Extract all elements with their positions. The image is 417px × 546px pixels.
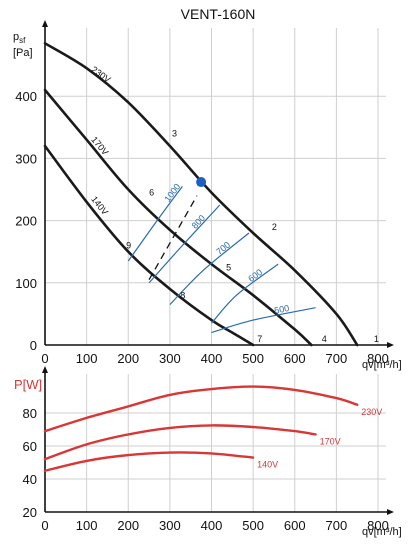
x-tick-label: 200: [117, 518, 139, 533]
x-axis-label-bottom: qv[m³/h]: [362, 526, 402, 538]
x-tick-label: 400: [201, 518, 223, 533]
x-tick-label: 800: [367, 518, 389, 533]
power-label-170V: 170V: [320, 436, 341, 446]
x-tick-label: 600: [284, 518, 306, 533]
point-label-3: 3: [172, 129, 177, 139]
power-label-230V: 230V: [361, 407, 382, 417]
y-tick-label: 200: [15, 214, 37, 229]
x-axis-label-top: qv[m³/h]: [362, 359, 402, 371]
x-tick-label: 100: [76, 518, 98, 533]
x-tick-label: 400: [201, 351, 223, 366]
point-label-2: 2: [272, 222, 277, 232]
voltage-label-140V: 140V: [89, 194, 110, 217]
rpm-line-800: [148, 204, 221, 284]
point-label-1: 1: [374, 334, 379, 344]
y-tick-label: 300: [15, 151, 37, 166]
y-tick-label: 400: [15, 89, 37, 104]
y-tick-label: 60: [23, 439, 37, 454]
y-axis-label-main: psf: [13, 31, 26, 45]
bottom-ticks: 0 100 200 300 400 500 600 700 800 20 40 60 80: [23, 406, 389, 533]
rpm-line-600: [211, 263, 279, 324]
x-tick-label: 100: [76, 351, 98, 366]
power-curve-140V: [43, 451, 255, 472]
x-axis-arrow: [387, 509, 394, 515]
rpm-label-500: 500: [273, 303, 290, 316]
power-curves: 230V 170V 140V: [43, 385, 382, 472]
chart-title: VENT-160N: [181, 6, 256, 22]
x-tick-label: 500: [242, 518, 264, 533]
x-tick-label: 500: [242, 351, 264, 366]
top-extra: 1 2 3 4 5 6 7 8 9: [126, 129, 379, 344]
y-tick-label: 20: [23, 505, 37, 520]
point-label-4: 4: [322, 334, 327, 344]
y-tick-label: 40: [23, 472, 37, 487]
x-tick-label: 300: [159, 351, 181, 366]
x-tick-label: 800: [367, 351, 389, 366]
y-axis-unit-main: [Pa]: [13, 47, 33, 59]
point-label-5: 5: [226, 262, 231, 272]
power-curve-170V: [43, 424, 317, 461]
rpm-line-1000: [127, 186, 183, 262]
point-label-8: 8: [180, 290, 185, 300]
power-curve-230V: [43, 385, 359, 433]
pressure-curve-140V: [43, 144, 255, 347]
rpm-label-1000: 1000: [162, 182, 182, 204]
top-ticks: 0 100 200 300 400 500 600 700 800 0 100 200 300 400: [15, 89, 389, 366]
rpm-line-700: [169, 232, 250, 306]
y-tick-label: 80: [23, 406, 37, 421]
rpm-label-600: 600: [246, 267, 264, 284]
system-dashed-line: [148, 195, 198, 281]
y-tick-label: 100: [15, 276, 37, 291]
pressure-curve-170V: [43, 88, 313, 347]
x-axis-arrow: [387, 342, 394, 348]
y-axis-arrow: [42, 20, 48, 27]
x-tick-label: 700: [326, 351, 348, 366]
point-label-6: 6: [149, 188, 154, 198]
x-tick-label: 0: [41, 518, 48, 533]
rpm-label-700: 700: [214, 240, 232, 257]
rpm-label-800: 800: [190, 213, 208, 231]
y-axis-label-power: P[W]: [14, 377, 42, 392]
point-label-9: 9: [126, 241, 131, 251]
x-tick-label: 600: [284, 351, 306, 366]
x-tick-label: 300: [159, 518, 181, 533]
power-label-140V: 140V: [257, 460, 278, 470]
x-tick-label: 0: [41, 351, 48, 366]
x-tick-label: 700: [326, 518, 348, 533]
x-tick-label: 200: [117, 351, 139, 366]
point-label-7: 7: [257, 334, 262, 344]
rpm-line-500: [211, 307, 316, 334]
pressure-curve-230V: [43, 42, 359, 347]
y-tick-label: 0: [30, 338, 37, 353]
y-axis-arrow: [42, 366, 48, 373]
operating-point: [196, 177, 207, 188]
voltage-label-230V: 230V: [90, 64, 113, 84]
